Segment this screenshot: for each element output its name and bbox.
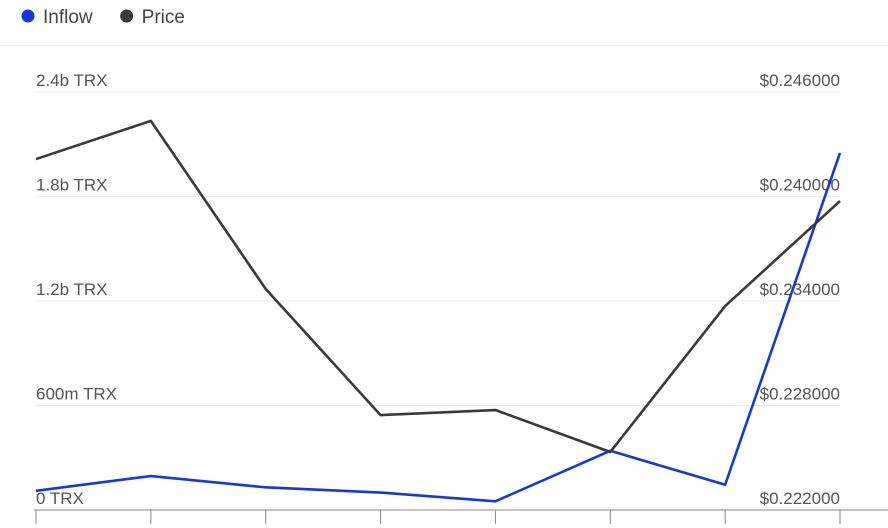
legend-bar [0,0,888,45]
y2-tick-label: $0.228000 [760,385,840,404]
y-tick-label: 0 TRX [36,489,84,508]
series-line [35,119,841,454]
y-tick-label: 600m TRX [36,385,117,404]
legend-label: Inflow [43,7,93,28]
y-tick-label: 2.4b TRX [36,71,108,90]
series-line [35,152,842,503]
legend-dot [120,9,134,23]
legend-dot [21,9,35,23]
y2-tick-label: $0.240000 [760,176,840,195]
y-tick-label: 1.8b TRX [36,176,108,195]
y2-tick-label: $0.222000 [760,489,840,508]
y-tick-label: 1.2b TRX [36,280,108,299]
y2-tick-label: $0.246000 [760,71,840,90]
y2-tick-label: $0.234000 [760,280,840,299]
legend-label: Price [142,7,185,28]
legend: Inflow Price [21,7,185,28]
